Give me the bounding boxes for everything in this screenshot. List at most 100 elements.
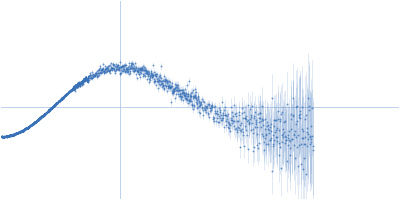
Point: [186, 94, 193, 97]
Point: [307, 142, 314, 146]
Point: [252, 110, 258, 113]
Point: [279, 133, 285, 136]
Point: [176, 88, 182, 91]
Point: [168, 86, 175, 89]
Point: [248, 104, 255, 108]
Point: [242, 116, 248, 119]
Point: [120, 68, 126, 71]
Point: [250, 149, 256, 152]
Point: [248, 128, 254, 131]
Point: [139, 74, 146, 77]
Point: [156, 75, 162, 78]
Point: [150, 78, 157, 81]
Point: [190, 95, 197, 98]
Point: [98, 70, 104, 74]
Point: [164, 81, 170, 84]
Point: [178, 94, 184, 98]
Point: [85, 81, 91, 84]
Point: [164, 86, 171, 89]
Point: [130, 66, 137, 69]
Point: [125, 70, 131, 73]
Point: [173, 88, 180, 91]
Point: [237, 146, 243, 149]
Point: [197, 104, 203, 107]
Point: [130, 70, 137, 73]
Point: [262, 128, 268, 131]
Point: [159, 81, 166, 85]
Point: [188, 91, 194, 94]
Point: [201, 104, 208, 108]
Point: [260, 134, 267, 137]
Point: [113, 68, 119, 71]
Point: [75, 81, 81, 85]
Point: [180, 89, 186, 92]
Point: [80, 77, 87, 81]
Point: [89, 70, 96, 73]
Point: [294, 119, 300, 122]
Point: [178, 97, 184, 100]
Point: [272, 130, 278, 133]
Point: [80, 79, 86, 82]
Point: [84, 78, 91, 81]
Point: [164, 81, 170, 84]
Point: [283, 138, 289, 141]
Point: [221, 108, 227, 111]
Point: [212, 112, 218, 115]
Point: [161, 78, 168, 81]
Point: [237, 129, 244, 132]
Point: [280, 127, 287, 130]
Point: [135, 67, 142, 70]
Point: [80, 82, 86, 85]
Point: [102, 67, 108, 70]
Point: [197, 104, 204, 107]
Point: [76, 83, 83, 86]
Point: [296, 115, 302, 118]
Point: [287, 139, 293, 142]
Point: [139, 67, 145, 70]
Point: [216, 109, 223, 112]
Point: [78, 83, 85, 87]
Point: [73, 85, 80, 88]
Point: [194, 102, 201, 105]
Point: [193, 90, 200, 93]
Point: [148, 70, 154, 73]
Point: [125, 67, 131, 71]
Point: [209, 105, 215, 108]
Point: [218, 101, 225, 104]
Point: [300, 136, 307, 140]
Point: [155, 76, 162, 79]
Point: [266, 129, 272, 132]
Point: [186, 79, 192, 83]
Point: [297, 116, 304, 119]
Point: [86, 75, 92, 78]
Point: [99, 71, 105, 74]
Point: [195, 97, 202, 100]
Point: [110, 63, 116, 66]
Point: [85, 77, 92, 80]
Point: [79, 81, 85, 84]
Point: [169, 91, 175, 94]
Point: [261, 140, 267, 143]
Point: [106, 64, 113, 67]
Point: [141, 73, 148, 77]
Point: [191, 105, 197, 108]
Point: [188, 100, 194, 103]
Point: [95, 71, 102, 74]
Point: [87, 76, 93, 79]
Point: [268, 130, 274, 133]
Point: [84, 77, 90, 80]
Point: [101, 69, 107, 73]
Point: [303, 130, 310, 134]
Point: [304, 145, 310, 148]
Point: [117, 72, 124, 75]
Point: [148, 71, 155, 74]
Point: [95, 71, 101, 74]
Point: [138, 68, 145, 71]
Point: [181, 94, 188, 97]
Point: [172, 86, 178, 89]
Point: [152, 73, 158, 76]
Point: [290, 114, 296, 117]
Point: [149, 73, 155, 76]
Point: [198, 105, 205, 108]
Point: [306, 109, 312, 112]
